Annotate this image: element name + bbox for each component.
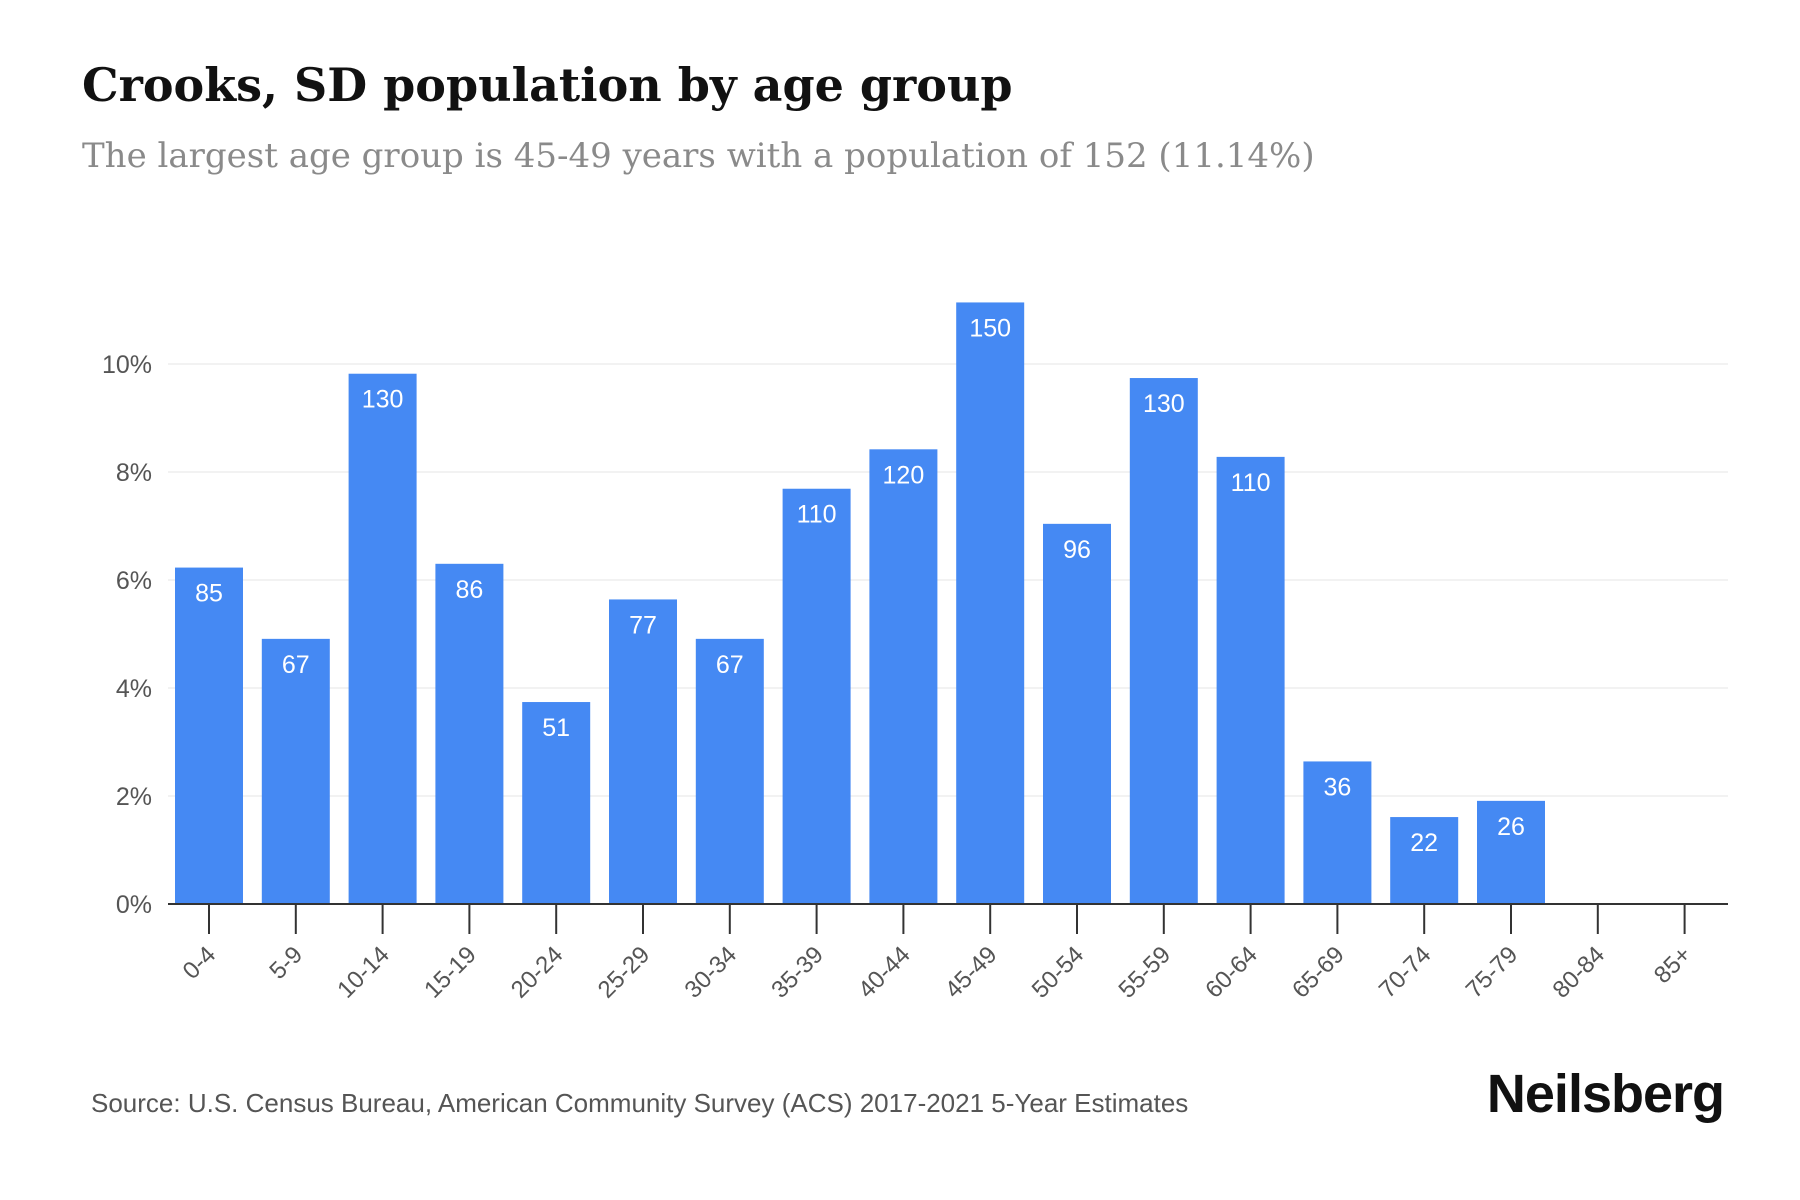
bar [1216,456,1285,904]
bar-value-label: 36 [1323,773,1351,801]
bar-value-label: 51 [542,714,570,742]
bar-value-label: 120 [883,461,925,489]
bar [695,638,764,904]
chart-subtitle: The largest age group is 45-49 years wit… [82,136,1315,176]
bar [1043,523,1111,904]
y-tick-label: 6% [116,567,152,595]
bar [261,638,330,904]
x-tick-label: 85+ [1649,941,1697,989]
bar-value-label: 67 [716,651,744,679]
x-tick-label: 75-79 [1461,941,1524,1004]
x-tick-label: 20-24 [506,941,569,1004]
bar [609,599,677,904]
bar [1303,761,1372,904]
x-tick-label: 25-29 [593,941,656,1004]
bar-value-label: 77 [629,611,657,639]
x-tick-label: 10-14 [332,941,395,1004]
y-tick-label: 8% [116,459,152,487]
x-tick-label: 5-9 [264,941,308,985]
bar-value-label: 110 [797,501,837,529]
bar-value-label: 67 [282,651,310,679]
y-tick-label: 10% [102,351,152,379]
x-axis-ticks: 0-4 5-9 10-14 15-19 20-24 25-29 30-34 35-39 40-4… [178,904,1697,1004]
source-note: Source: U.S. Census Bureau, American Com… [91,1088,1189,1118]
bar [1390,817,1459,904]
bar-value-label: 26 [1497,813,1525,841]
x-tick-label: 70-74 [1374,941,1437,1004]
bar [956,302,1025,904]
bar-value-label: 22 [1410,829,1438,857]
x-tick-label: 50-54 [1027,941,1090,1004]
bar-value-label: 130 [362,386,404,414]
brand-logo: Neilsberg [1486,1064,1725,1124]
y-tick-label: 0% [116,891,152,919]
x-tick-label: 0-4 [178,941,222,985]
bar [435,563,504,904]
x-tick-label: 55-59 [1114,941,1177,1004]
y-axis-ticks: 0% 2% 4% 6% 8% 10% [102,351,152,919]
y-tick-label: 2% [116,783,152,811]
chart-title: Crooks, SD population by age group [82,58,1013,112]
x-tick-label: 35-39 [766,941,829,1004]
x-tick-label: 15-19 [419,941,482,1004]
gridlines [168,363,1728,797]
bar [869,449,938,904]
bar-value-label: 150 [969,314,1011,342]
bar [522,702,591,904]
y-tick-label: 4% [116,675,152,703]
bar [782,488,851,904]
x-tick-label: 60-64 [1200,941,1263,1004]
x-tick-label: 45-49 [940,941,1003,1004]
bar-value-label: 85 [195,580,223,608]
bar [1129,378,1198,904]
bar [1477,800,1545,904]
x-tick-label: 65-69 [1287,941,1350,1004]
bar-value-label: 130 [1143,390,1185,418]
bars [175,302,1545,905]
bar [348,373,417,905]
bar-value-label: 86 [455,576,483,604]
x-tick-label: 80-84 [1548,941,1611,1004]
x-tick-label: 40-44 [853,941,916,1004]
bar-value-label: 96 [1063,536,1091,564]
bar [175,567,243,904]
bar-value-label: 110 [1231,469,1271,497]
x-tick-label: 30-34 [680,941,743,1004]
bar-value-labels: 85 67 130 86 51 77 67 110 120 150 96 130 110 36 22 26 [195,314,1525,857]
